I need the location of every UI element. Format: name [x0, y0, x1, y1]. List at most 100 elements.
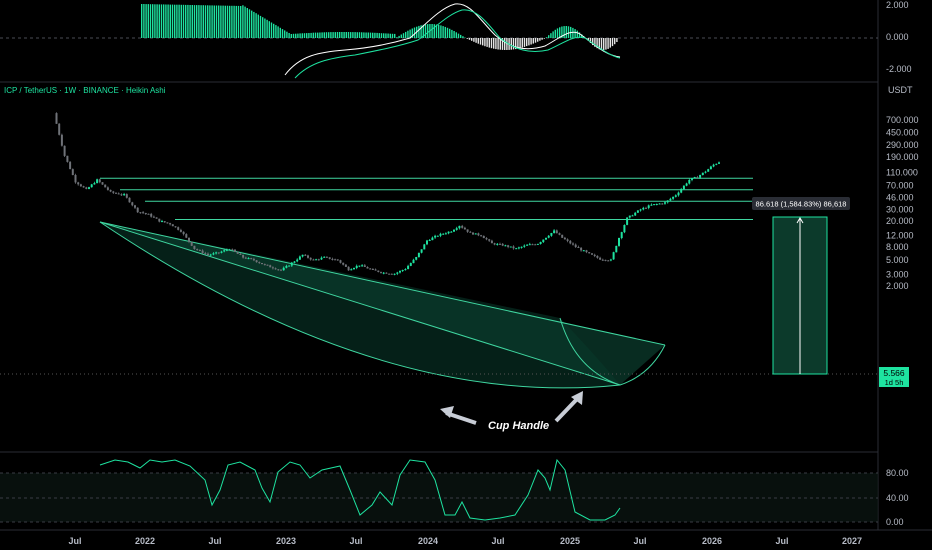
- macd-hist-bar: [466, 38, 468, 39]
- time-tick-label: 2024: [418, 536, 438, 546]
- candle-body: [288, 265, 291, 267]
- candle-body: [250, 258, 253, 260]
- macd-histogram: [141, 4, 618, 50]
- candle-body: [412, 259, 415, 264]
- candle-body: [664, 202, 666, 204]
- candle-body: [439, 233, 442, 236]
- price-tick-label: 46.000: [886, 192, 914, 202]
- candle-body: [539, 242, 542, 244]
- candle-body: [63, 145, 66, 156]
- macd-hist-bar: [537, 38, 539, 42]
- candle-body: [225, 249, 228, 251]
- macd-hist-bar: [363, 32, 365, 38]
- macd-hist-bar: [521, 38, 523, 48]
- candle-body: [569, 240, 572, 244]
- macd-hist-bar: [574, 29, 576, 38]
- macd-hist-bar: [295, 33, 297, 38]
- macd-hist-bar: [361, 32, 363, 38]
- time-tick-label: 2025: [560, 536, 580, 546]
- candle-body: [653, 204, 656, 206]
- price-tick-label: 450.000: [886, 128, 919, 138]
- rsi-line: [99, 458, 621, 521]
- macd-hist-bar: [336, 32, 339, 38]
- candle-body: [715, 163, 718, 165]
- price-tick-label: 2.000: [886, 281, 909, 291]
- candle-body: [442, 233, 445, 235]
- price-tick-label: 5.000: [886, 255, 909, 265]
- candle-body: [266, 264, 269, 266]
- macd-hist-bar: [594, 38, 596, 47]
- candle-body: [147, 213, 150, 215]
- macd-hist-bar: [176, 4, 178, 38]
- macd-hist-bar: [482, 38, 484, 46]
- candle-body: [401, 270, 404, 271]
- candle-body: [607, 260, 610, 262]
- candle-body: [204, 253, 207, 255]
- macd-hist-bar: [290, 34, 292, 38]
- macd-hist-bar: [510, 38, 512, 50]
- macd-hist-bar: [253, 11, 255, 38]
- candle-body: [447, 231, 450, 234]
- candle-body: [417, 252, 420, 258]
- candle-body: [144, 213, 147, 214]
- candle-body: [382, 272, 385, 274]
- macd-hist-bar: [189, 5, 191, 38]
- candle-body: [150, 213, 153, 217]
- candle-body: [347, 266, 350, 271]
- macd-hist-bar: [341, 32, 343, 38]
- macd-hist-bar: [334, 32, 336, 38]
- candle-body: [293, 261, 296, 263]
- macd-hist-bar: [251, 10, 253, 38]
- candle-body: [499, 243, 501, 245]
- candle-body: [626, 217, 629, 225]
- candle-body: [239, 253, 242, 255]
- time-tick-label: Jul: [491, 536, 504, 546]
- macd-hist-bar: [169, 4, 171, 39]
- candle-body: [712, 164, 715, 167]
- measure-label: 86.618 (1,584.83%) 86,618: [756, 200, 847, 209]
- candle-body: [320, 257, 323, 260]
- macd-hist-bar: [213, 5, 215, 38]
- candle-body: [217, 252, 220, 254]
- macd-hist-bar: [369, 32, 372, 38]
- macd-hist-bar: [440, 25, 442, 38]
- candle-body: [415, 257, 418, 260]
- macd-hist-bar: [167, 4, 169, 38]
- candle-body: [661, 203, 664, 205]
- macd-hist-bar: [242, 5, 244, 39]
- candle-body: [707, 169, 710, 172]
- macd-tick-label: 0.000: [886, 32, 909, 42]
- candle-body: [396, 272, 399, 274]
- macd-hist-bar: [308, 33, 310, 38]
- macd-hist-bar: [332, 32, 334, 38]
- candle-body: [79, 184, 82, 187]
- time-tick-label: 2022: [135, 536, 155, 546]
- candle-body: [618, 238, 620, 246]
- candle-body: [512, 246, 515, 249]
- candle-body: [182, 231, 185, 235]
- macd-hist-bar: [226, 5, 229, 38]
- candle-body: [504, 245, 507, 247]
- candle-body: [477, 233, 480, 236]
- macd-hist-bar: [314, 32, 317, 38]
- macd-hist-bar: [321, 32, 323, 38]
- macd-tick-label: 2.000: [886, 0, 909, 10]
- macd-hist-bar: [512, 38, 515, 50]
- candle-body: [493, 243, 496, 245]
- macd-hist-bar: [495, 38, 497, 50]
- macd-hist-bar: [330, 32, 332, 38]
- candle-body: [450, 231, 453, 233]
- candle-body: [304, 254, 307, 256]
- candle-body: [342, 262, 345, 265]
- candle-body: [106, 187, 109, 190]
- macd-hist-bar: [178, 4, 180, 38]
- candle-body: [631, 215, 634, 217]
- candle-body: [120, 194, 123, 196]
- price-tick-label: 8.000: [886, 242, 909, 252]
- candle-body: [247, 258, 250, 260]
- candle-body: [131, 202, 134, 206]
- macd-hist-bar: [609, 38, 611, 48]
- measure-label-bg: [752, 197, 850, 210]
- candle-body: [507, 245, 510, 247]
